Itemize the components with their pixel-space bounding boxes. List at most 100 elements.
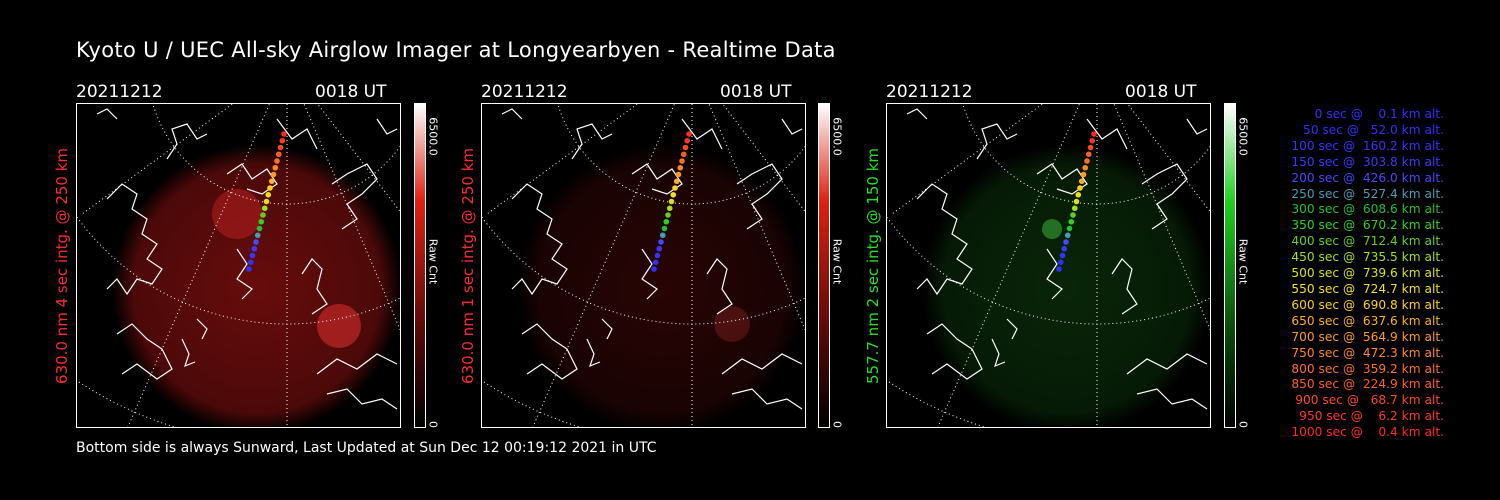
legend-entry: 1000 sec @ 0.4 km alt. xyxy=(1291,425,1444,440)
trajectory-point xyxy=(263,198,270,205)
page-title: Kyoto U / UEC All-sky Airglow Imager at … xyxy=(76,38,836,62)
panel-2-image xyxy=(481,103,806,428)
panel-3-time: 0018 UT xyxy=(1125,82,1197,102)
legend-entry: 700 sec @ 564.9 km alt. xyxy=(1287,329,1444,344)
panel-3-image xyxy=(886,103,1211,428)
trajectory-point xyxy=(656,245,663,252)
legend-entry: 450 sec @ 735.5 km alt. xyxy=(1287,250,1444,265)
panel-2-wavelength-label: 630.0 nm 1 sec intg. @ 250 km xyxy=(459,147,477,384)
airglow-bright-patch xyxy=(212,189,262,239)
panel-3-date: 20211212 xyxy=(886,82,973,102)
trajectory-point xyxy=(679,158,685,164)
trajectory-point xyxy=(261,205,268,212)
legend-entry: 550 sec @ 724.7 km alt. xyxy=(1287,281,1444,296)
legend-entry: 0 sec @ 0.1 km alt. xyxy=(1303,107,1444,121)
rocket-trajectory xyxy=(1056,131,1097,272)
trajectory-point xyxy=(1070,212,1076,218)
trajectory-point xyxy=(651,266,657,272)
legend-entry: 950 sec @ 6.2 km alt. xyxy=(1295,409,1444,424)
coastlines xyxy=(96,108,398,410)
trajectory-point xyxy=(277,144,284,151)
legend-entry: 350 sec @ 670.2 km alt. xyxy=(1287,218,1444,233)
trajectory-point xyxy=(670,191,677,198)
trajectory-point xyxy=(267,185,273,191)
all-sky-map xyxy=(887,104,1210,427)
trajectory-point xyxy=(1078,178,1085,185)
trajectory-point xyxy=(275,151,282,158)
trajectory-point xyxy=(1056,266,1062,272)
rocket-trajectory xyxy=(246,131,287,272)
legend-entry: 800 sec @ 359.2 km alt. xyxy=(1287,361,1444,376)
trajectory-point xyxy=(675,171,682,178)
legend-entry: 650 sec @ 637.6 km alt. xyxy=(1287,313,1444,328)
panel-2-date: 20211212 xyxy=(481,82,568,102)
map-grid xyxy=(482,104,805,427)
trajectory-point xyxy=(274,158,280,164)
trajectory-point xyxy=(1087,144,1094,151)
trajectory-point xyxy=(1061,245,1068,252)
trajectory-point xyxy=(260,212,266,218)
trajectory-point xyxy=(658,239,664,245)
trajectory-point xyxy=(1082,164,1089,171)
trajectory-point xyxy=(668,198,675,205)
legend-entry: 50 sec @ 52.0 km alt. xyxy=(1295,122,1444,137)
legend-entry: 150 sec @ 303.8 km alt. xyxy=(1287,154,1444,169)
footer-note: Bottom side is always Sunward, Last Upda… xyxy=(76,440,657,456)
legend-entry: 400 sec @ 712.4 km alt. xyxy=(1287,234,1444,249)
airglow-bright-patch xyxy=(1042,219,1062,239)
trajectory-point xyxy=(1057,259,1064,266)
trajectory-point xyxy=(1066,225,1073,232)
trajectory-point xyxy=(677,164,684,171)
coastlines xyxy=(906,108,1208,410)
trajectory-point xyxy=(258,218,265,225)
panel-1-image xyxy=(76,103,401,428)
panel-3-wavelength-label: 557.7 nm 2 sec intg. @ 150 km xyxy=(864,147,882,384)
trajectory-point xyxy=(1084,158,1090,164)
panel-2-colorbar xyxy=(818,103,830,428)
trajectory-point xyxy=(1073,198,1080,205)
trajectory-point xyxy=(1063,239,1069,245)
trajectory-point xyxy=(661,225,668,232)
trajectory-point xyxy=(1085,151,1092,158)
trajectory-point xyxy=(1068,218,1075,225)
airglow-sky-disc xyxy=(112,144,400,427)
trajectory-point xyxy=(272,164,279,171)
trajectory-point xyxy=(265,191,272,198)
trajectory-point xyxy=(279,137,286,144)
legend-entry: 500 sec @ 739.6 km alt. xyxy=(1287,266,1444,281)
coastlines xyxy=(501,108,803,410)
trajectory-point xyxy=(281,131,287,137)
trajectory-point xyxy=(663,218,670,225)
trajectory-point xyxy=(254,232,261,239)
trajectory-point xyxy=(251,245,258,252)
map-grid xyxy=(77,104,400,427)
trajectory-point xyxy=(253,239,259,245)
legend-entry: 600 sec @ 690.8 km alt. xyxy=(1287,297,1444,312)
trajectory-legend: 0 sec @ 0.1 km alt. 50 sec @ 52.0 km alt… xyxy=(1260,107,1444,441)
rocket-trajectory xyxy=(651,131,692,272)
legend-entry: 900 sec @ 68.7 km alt. xyxy=(1291,393,1444,408)
legend-entry: 100 sec @ 160.2 km alt. xyxy=(1287,138,1444,153)
trajectory-point xyxy=(1089,137,1096,144)
airglow-sky-disc xyxy=(922,144,1210,427)
trajectory-point xyxy=(1080,171,1087,178)
airglow-bright-patch xyxy=(317,304,361,348)
panel-2-time: 0018 UT xyxy=(720,82,792,102)
trajectory-point xyxy=(654,252,661,259)
trajectory-point xyxy=(249,252,256,259)
airglow-bright-patch xyxy=(714,306,750,342)
trajectory-point xyxy=(1071,205,1078,212)
trajectory-point xyxy=(1077,185,1083,191)
trajectory-point xyxy=(680,151,687,158)
trajectory-point xyxy=(673,178,680,185)
trajectory-point xyxy=(246,266,252,272)
panel-1-date: 20211212 xyxy=(76,82,163,102)
trajectory-point xyxy=(684,137,691,144)
all-sky-map xyxy=(482,104,805,427)
trajectory-point xyxy=(652,259,659,266)
trajectory-point xyxy=(268,178,275,185)
trajectory-point xyxy=(686,131,692,137)
legend-entry: 250 sec @ 527.4 km alt. xyxy=(1287,186,1444,201)
trajectory-point xyxy=(682,144,689,151)
panel-1-colorbar xyxy=(414,103,426,428)
